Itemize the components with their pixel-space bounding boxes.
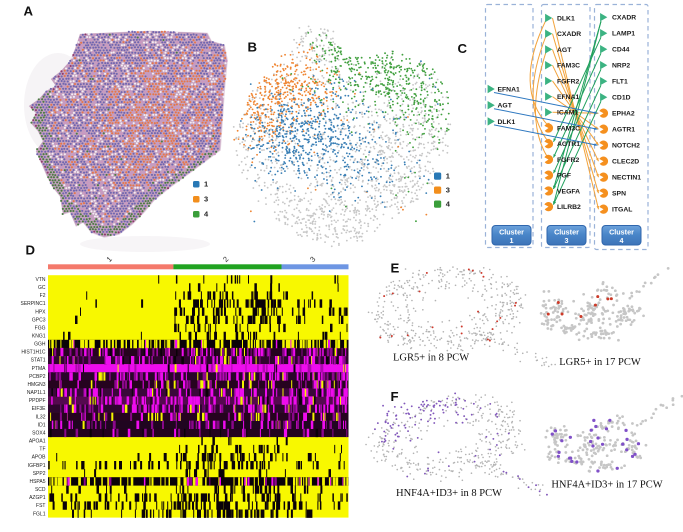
- svg-text:APOB: APOB: [32, 455, 47, 461]
- svg-text:GPC3: GPC3: [32, 317, 46, 323]
- svg-text:ITGAL: ITGAL: [612, 207, 632, 214]
- svg-text:3: 3: [204, 195, 208, 204]
- svg-text:EFNA1: EFNA1: [557, 94, 580, 101]
- svg-text:LGR5+ in 17 PCW: LGR5+ in 17 PCW: [559, 357, 641, 368]
- svg-text:3: 3: [446, 186, 450, 195]
- svg-text:TF: TF: [39, 447, 45, 453]
- svg-text:AGTR1: AGTR1: [557, 141, 580, 148]
- svg-text:GGH: GGH: [34, 342, 46, 348]
- svg-text:SOX4: SOX4: [32, 431, 46, 437]
- svg-text:SPN: SPN: [612, 191, 626, 198]
- svg-text:LGR5+ in 8 PCW: LGR5+ in 8 PCW: [393, 353, 469, 364]
- svg-text:SPP2: SPP2: [33, 471, 46, 477]
- svg-text:Cluster: Cluster: [499, 228, 524, 237]
- svg-text:FGG: FGG: [35, 325, 46, 331]
- svg-text:FAM3C: FAM3C: [557, 63, 580, 70]
- svg-text:PGF: PGF: [557, 173, 571, 180]
- svg-text:CD1D: CD1D: [612, 95, 631, 102]
- svg-text:EIF3E: EIF3E: [32, 406, 47, 412]
- svg-text:4: 4: [620, 236, 624, 245]
- svg-text:2: 2: [221, 255, 230, 264]
- svg-text:EFNA1: EFNA1: [498, 86, 521, 93]
- svg-text:LILRB2: LILRB2: [557, 204, 581, 211]
- svg-text:FGFR2: FGFR2: [557, 78, 579, 85]
- svg-text:IL32: IL32: [36, 414, 46, 420]
- svg-text:A: A: [24, 4, 34, 19]
- svg-text:F2: F2: [40, 293, 46, 299]
- svg-text:CXADR: CXADR: [557, 31, 581, 38]
- svg-text:ID1: ID1: [38, 422, 46, 428]
- svg-text:Cluster: Cluster: [609, 228, 634, 237]
- svg-text:HPX: HPX: [35, 309, 46, 315]
- svg-text:ICAM1: ICAM1: [557, 110, 578, 117]
- svg-text:CLEC2D: CLEC2D: [612, 159, 639, 166]
- svg-text:3: 3: [308, 255, 317, 264]
- svg-text:DLK1: DLK1: [557, 15, 575, 22]
- svg-text:EPHA2: EPHA2: [612, 111, 635, 118]
- svg-text:GC: GC: [38, 285, 46, 291]
- svg-text:FGL1: FGL1: [33, 511, 46, 517]
- svg-text:AGT: AGT: [498, 103, 513, 110]
- svg-text:D: D: [26, 243, 36, 258]
- svg-text:NRP2: NRP2: [612, 63, 630, 70]
- svg-text:B: B: [248, 40, 258, 55]
- svg-text:HNF4A+ID3+ in 8 PCW: HNF4A+ID3+ in 8 PCW: [396, 488, 502, 499]
- svg-text:STAT1: STAT1: [31, 358, 46, 364]
- svg-text:1: 1: [204, 180, 208, 189]
- svg-text:HMGN3: HMGN3: [27, 382, 45, 388]
- svg-text:VEGFA: VEGFA: [557, 188, 580, 195]
- svg-text:CXADR: CXADR: [612, 15, 636, 22]
- svg-text:FAM3C: FAM3C: [557, 125, 580, 132]
- svg-text:AGT: AGT: [557, 47, 572, 54]
- svg-text:HSPA5: HSPA5: [29, 479, 45, 485]
- svg-text:SCD: SCD: [35, 487, 46, 493]
- svg-text:1: 1: [105, 255, 114, 264]
- svg-text:HIST1H1C: HIST1H1C: [21, 350, 46, 356]
- svg-text:AGTR1: AGTR1: [612, 127, 635, 134]
- svg-text:F: F: [391, 389, 399, 404]
- svg-text:PCBP2: PCBP2: [29, 374, 46, 380]
- svg-text:1: 1: [446, 172, 450, 181]
- svg-text:C: C: [458, 41, 468, 56]
- svg-text:NOTCH2: NOTCH2: [612, 143, 640, 150]
- svg-text:NECTIN1: NECTIN1: [612, 175, 641, 182]
- svg-text:4: 4: [446, 200, 451, 209]
- svg-text:KNG1: KNG1: [32, 334, 46, 340]
- svg-text:HNF4A+ID3+ in 17 PCW: HNF4A+ID3+ in 17 PCW: [551, 480, 662, 491]
- svg-text:IGFBP1: IGFBP1: [28, 463, 46, 469]
- svg-text:4: 4: [204, 210, 209, 219]
- svg-text:PPDPF: PPDPF: [29, 398, 46, 404]
- svg-text:LAMP1: LAMP1: [612, 31, 635, 38]
- svg-text:SERPINC1: SERPINC1: [20, 301, 45, 307]
- svg-text:CD44: CD44: [612, 47, 630, 54]
- svg-text:NAP1L1: NAP1L1: [27, 390, 46, 396]
- svg-text:VTN: VTN: [36, 277, 46, 283]
- svg-text:DLK1: DLK1: [498, 119, 516, 126]
- svg-text:Cluster: Cluster: [554, 228, 579, 237]
- svg-text:PTMA: PTMA: [32, 366, 47, 372]
- svg-text:AZGP1: AZGP1: [29, 495, 46, 501]
- svg-text:3: 3: [565, 236, 569, 245]
- svg-text:1: 1: [510, 236, 514, 245]
- svg-text:APOA1: APOA1: [29, 439, 46, 445]
- svg-text:FGFR2: FGFR2: [557, 157, 579, 164]
- svg-text:FLT1: FLT1: [612, 79, 628, 86]
- svg-text:E: E: [391, 261, 400, 276]
- svg-text:FST: FST: [36, 503, 45, 509]
